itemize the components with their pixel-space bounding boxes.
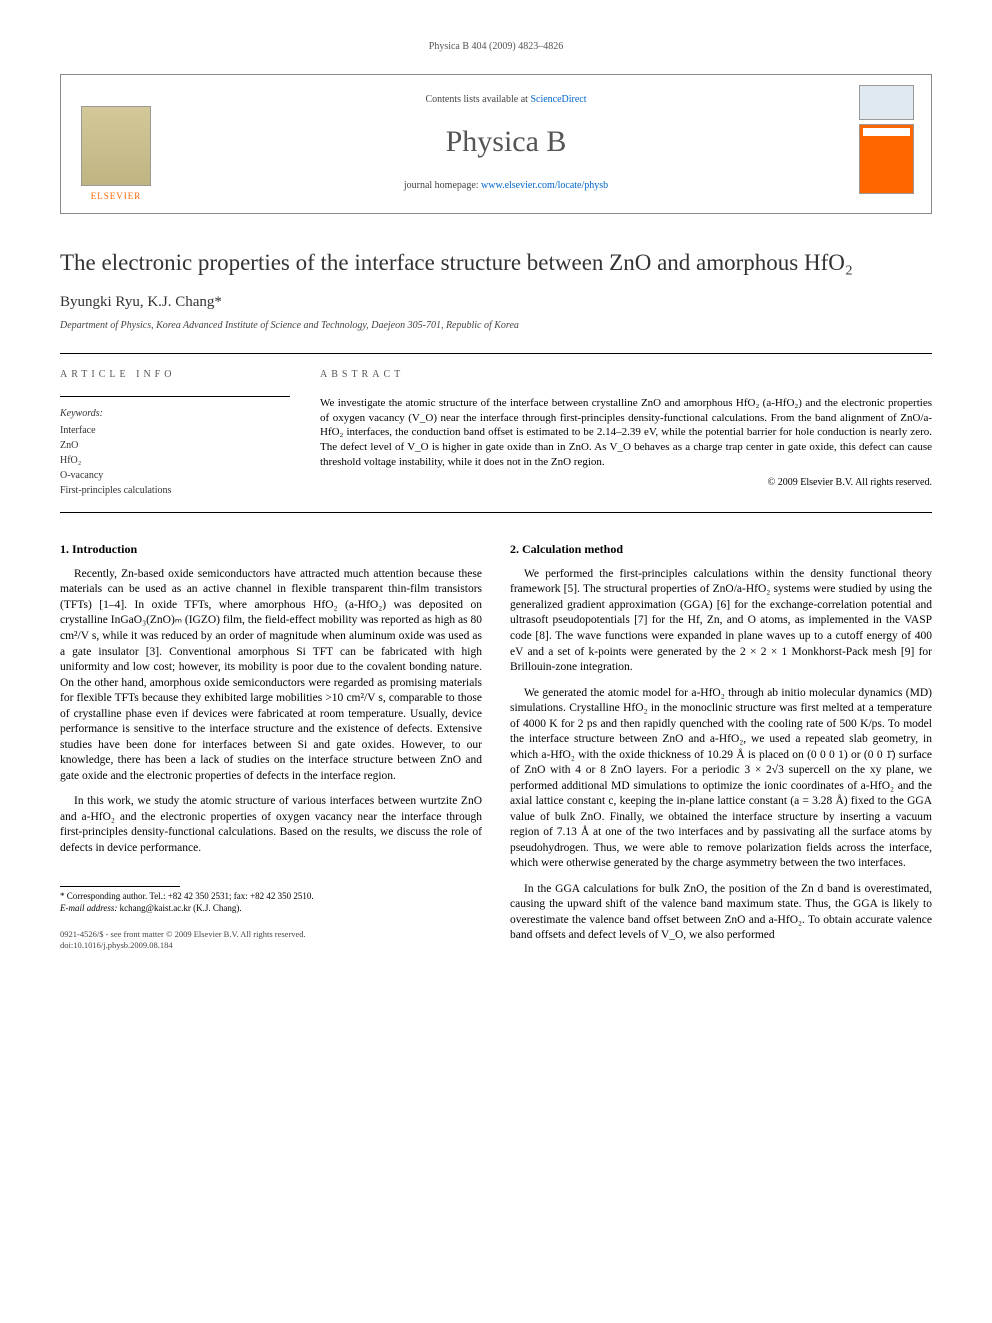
email-label: E-mail address: <box>60 903 117 913</box>
cover-thumbs <box>851 85 921 203</box>
keyword-item: HfO₂ <box>60 453 290 468</box>
journal-masthead: ELSEVIER Contents lists available at Sci… <box>60 74 932 214</box>
running-header: Physica B 404 (2009) 4823–4826 <box>60 40 932 54</box>
author-affiliation: Department of Physics, Korea Advanced In… <box>60 319 932 333</box>
publisher-name: ELSEVIER <box>91 190 142 203</box>
corresponding-author-footnote: * Corresponding author. Tel.: +82 42 350… <box>60 891 482 903</box>
doi-block: 0921-4526/$ - see front matter © 2009 El… <box>60 929 482 951</box>
author-list: Byungki Ryu, K.J. Chang* <box>60 292 932 313</box>
keyword-item: ZnO <box>60 438 290 453</box>
article-info-block: ARTICLE INFO Keywords: Interface ZnO HfO… <box>60 368 290 498</box>
doi-line: doi:10.1016/j.physb.2009.08.184 <box>60 940 482 951</box>
abstract-heading: ABSTRACT <box>320 368 932 382</box>
footnote-rule <box>60 886 180 887</box>
keyword-item: Interface <box>60 423 290 438</box>
secondary-thumb-icon <box>859 85 914 120</box>
keyword-item: First-principles calculations <box>60 483 290 498</box>
journal-name: Physica B <box>171 121 841 163</box>
email-address[interactable]: kchang@kaist.ac.kr (K.J. Chang). <box>120 903 242 913</box>
section-1-heading: 1. Introduction <box>60 541 482 557</box>
info-abstract-row: ARTICLE INFO Keywords: Interface ZnO HfO… <box>60 353 932 513</box>
body-columns: 1. Introduction Recently, Zn-based oxide… <box>60 541 932 954</box>
section-2-heading: 2. Calculation method <box>510 541 932 557</box>
article-info-heading: ARTICLE INFO <box>60 368 290 382</box>
abstract-text: We investigate the atomic structure of t… <box>320 396 932 470</box>
section-2-paragraph-2: We generated the atomic model for a-HfO₂… <box>510 686 932 872</box>
section-1-paragraph-1: Recently, Zn-based oxide semiconductors … <box>60 567 482 784</box>
email-footnote: E-mail address: kchang@kaist.ac.kr (K.J.… <box>60 903 482 915</box>
homepage-line: journal homepage: www.elsevier.com/locat… <box>171 179 841 193</box>
article-title: The electronic properties of the interfa… <box>60 249 932 278</box>
homepage-prefix: journal homepage: <box>404 180 481 191</box>
copyright-line: © 2009 Elsevier B.V. All rights reserved… <box>320 476 932 490</box>
issn-line: 0921-4526/$ - see front matter © 2009 El… <box>60 929 482 940</box>
right-column: 2. Calculation method We performed the f… <box>510 541 932 954</box>
section-2-paragraph-1: We performed the first-principles calcul… <box>510 567 932 676</box>
keyword-item: O-vacancy <box>60 468 290 483</box>
keywords-label: Keywords: <box>60 407 290 421</box>
abstract-block: ABSTRACT We investigate the atomic struc… <box>320 368 932 498</box>
sciencedirect-link[interactable]: ScienceDirect <box>530 94 586 105</box>
masthead-center: Contents lists available at ScienceDirec… <box>161 85 851 203</box>
contents-available-line: Contents lists available at ScienceDirec… <box>171 93 841 107</box>
contents-prefix: Contents lists available at <box>425 94 530 105</box>
divider <box>60 396 290 397</box>
journal-homepage-link[interactable]: www.elsevier.com/locate/physb <box>481 180 608 191</box>
left-column: 1. Introduction Recently, Zn-based oxide… <box>60 541 482 954</box>
publisher-block: ELSEVIER <box>71 85 161 203</box>
elsevier-tree-icon <box>81 106 151 186</box>
section-2-paragraph-3: In the GGA calculations for bulk ZnO, th… <box>510 882 932 944</box>
journal-cover-icon <box>859 124 914 194</box>
section-1-paragraph-2: In this work, we study the atomic struct… <box>60 794 482 856</box>
